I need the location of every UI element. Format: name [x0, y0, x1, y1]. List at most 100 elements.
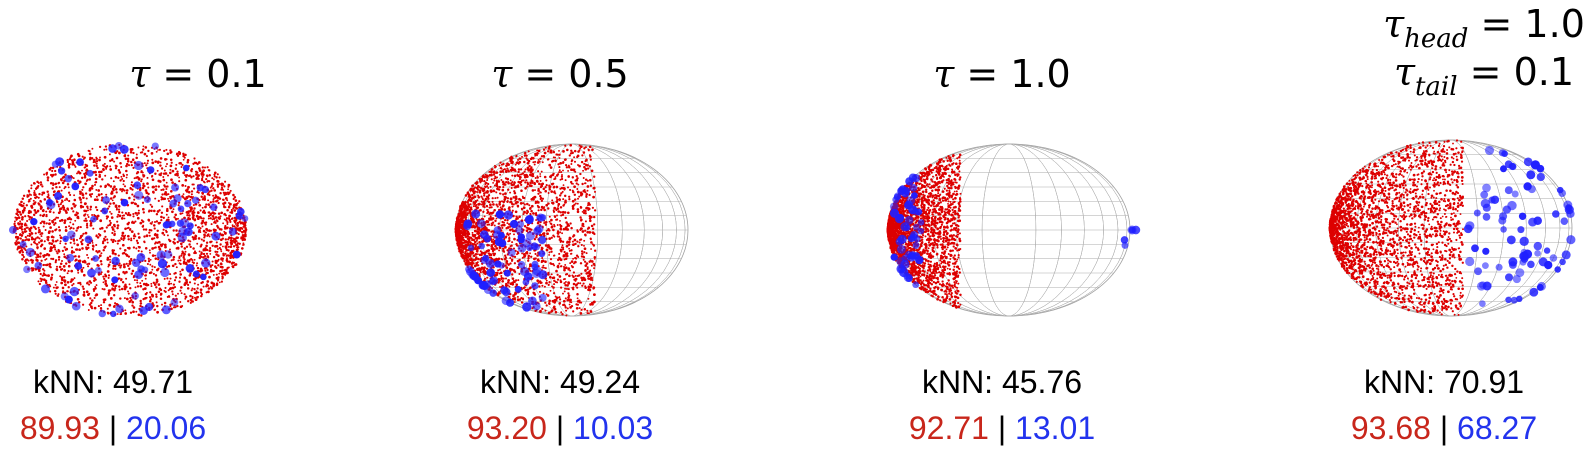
head-point — [198, 169, 202, 172]
head-point — [151, 247, 154, 250]
head-point — [536, 154, 538, 157]
head-point — [211, 269, 215, 273]
head-point — [77, 269, 79, 272]
head-point — [112, 196, 115, 199]
head-point — [207, 203, 211, 206]
head-point — [69, 280, 73, 283]
head-point — [182, 193, 185, 196]
head-point — [156, 235, 159, 239]
head-point — [572, 235, 575, 238]
head-point — [569, 262, 572, 265]
head-point — [144, 228, 148, 231]
head-point — [164, 158, 167, 161]
head-point — [558, 153, 561, 156]
tail-point — [19, 240, 27, 248]
head-point — [37, 280, 40, 283]
head-point — [536, 258, 540, 262]
head-point — [228, 236, 231, 239]
head-point — [502, 170, 505, 173]
head-point — [561, 174, 563, 176]
head-point — [123, 297, 126, 300]
head-point — [548, 215, 551, 218]
head-point — [583, 260, 587, 263]
head-point — [518, 178, 521, 181]
head-point — [232, 239, 235, 242]
head-point — [566, 307, 569, 310]
head-point — [212, 285, 215, 288]
head-point — [548, 163, 552, 167]
head-point — [149, 296, 152, 299]
head-point — [531, 182, 534, 184]
score-separator: | — [108, 410, 118, 446]
head-point — [22, 202, 25, 205]
head-point — [34, 187, 38, 190]
head-point — [57, 293, 60, 296]
head-point — [529, 174, 532, 177]
head-point — [93, 198, 97, 202]
head-point — [178, 276, 182, 279]
head-point — [545, 229, 548, 232]
head-point — [182, 256, 185, 259]
head-point — [466, 244, 469, 247]
head-point — [156, 310, 159, 314]
head-point — [121, 190, 123, 193]
head-point — [87, 265, 90, 268]
panel-2: τ = 0.5 kNN: 49.24 93.20 | 10.03 — [362, 0, 758, 458]
head-point — [551, 225, 554, 228]
head-point — [121, 177, 124, 181]
head-point — [126, 234, 130, 238]
head-point — [39, 181, 43, 184]
head-point — [108, 205, 111, 208]
head-point — [175, 163, 178, 166]
head-point — [196, 287, 199, 290]
head-point — [471, 184, 475, 187]
head-point — [219, 215, 222, 218]
head-point — [104, 279, 107, 283]
tail-point — [162, 221, 170, 229]
head-point — [506, 188, 510, 191]
head-point — [123, 185, 127, 188]
head-point — [534, 160, 537, 163]
head-point — [165, 187, 168, 191]
head-point — [60, 189, 63, 192]
head-point — [99, 259, 103, 263]
head-point — [225, 258, 229, 262]
head-point — [163, 289, 166, 292]
head-point — [30, 216, 33, 219]
head-point — [571, 151, 574, 155]
head-point — [580, 255, 584, 258]
head-point — [180, 292, 183, 295]
head-point — [503, 195, 506, 198]
head-point — [224, 206, 227, 209]
head-point — [511, 277, 515, 280]
head-point — [208, 190, 211, 193]
head-point — [57, 182, 60, 185]
head-point — [544, 223, 548, 226]
head-point — [159, 173, 162, 177]
head-point — [576, 190, 580, 194]
head-point — [155, 150, 158, 153]
head-point — [199, 291, 203, 294]
head-point — [56, 286, 59, 289]
head-point — [212, 178, 215, 181]
head-point — [562, 292, 564, 295]
head-point — [570, 260, 574, 263]
head-point — [82, 196, 85, 199]
head-point — [502, 183, 505, 186]
head-point — [212, 282, 215, 286]
head-point — [513, 301, 516, 303]
head-point — [162, 176, 165, 178]
head-point — [236, 246, 239, 249]
head-point — [473, 226, 477, 229]
head-point — [566, 211, 570, 215]
head-point — [555, 296, 559, 300]
head-point — [172, 283, 176, 286]
head-point — [561, 240, 565, 243]
head-point — [88, 303, 92, 306]
head-point — [134, 286, 137, 289]
head-point — [130, 163, 133, 167]
head-point — [105, 148, 108, 151]
tail-point — [69, 286, 80, 297]
head-point — [88, 178, 92, 181]
head-point — [177, 217, 179, 220]
